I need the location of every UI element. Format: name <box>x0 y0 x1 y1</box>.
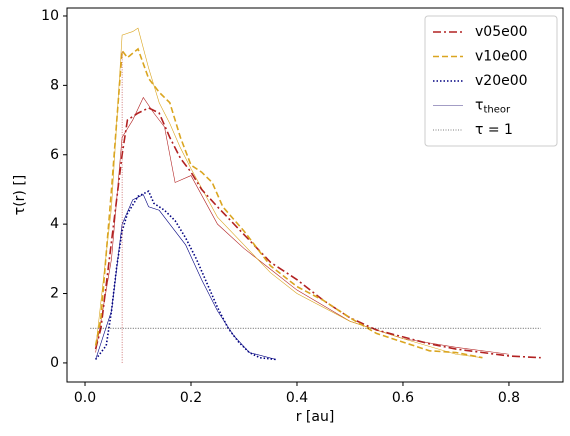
x-axis-label: r [au] <box>296 409 335 425</box>
legend-label-main: τ <box>475 98 483 114</box>
legend: v05e00 v10e00 v20e00 τtheor τ = 1 <box>424 15 558 147</box>
series-line <box>94 190 276 361</box>
y-tick-label: 8 <box>50 77 59 93</box>
legend-box <box>424 15 558 147</box>
x-tick-label: 0.8 <box>498 390 520 406</box>
y-tick-label: 6 <box>50 147 59 163</box>
theory-line <box>95 194 276 360</box>
x-tick-label: 0.6 <box>392 390 414 406</box>
legend-label: τ = 1 <box>475 122 513 138</box>
y-tick-label: 4 <box>50 216 59 232</box>
x-tick-label: 0.2 <box>180 390 202 406</box>
plot-frame <box>66 7 564 383</box>
y-tick-label: 0 <box>50 355 59 371</box>
theory-line <box>95 27 483 359</box>
series-line <box>94 107 541 359</box>
legend-label: v20e00 <box>475 73 528 89</box>
legend-label: τtheor <box>475 98 511 116</box>
y-axis-label: τ(r) [] <box>12 175 28 215</box>
legend-label-sub: theor <box>483 105 511 116</box>
legend-label: v10e00 <box>475 49 528 65</box>
x-tick-label: 0.4 <box>286 390 308 406</box>
x-tick-label: 0.0 <box>74 390 96 406</box>
y-tick-label: 2 <box>50 286 59 302</box>
series-line <box>94 47 483 359</box>
y-tick-label: 10 <box>41 8 59 24</box>
legend-label: v05e00 <box>475 24 528 40</box>
